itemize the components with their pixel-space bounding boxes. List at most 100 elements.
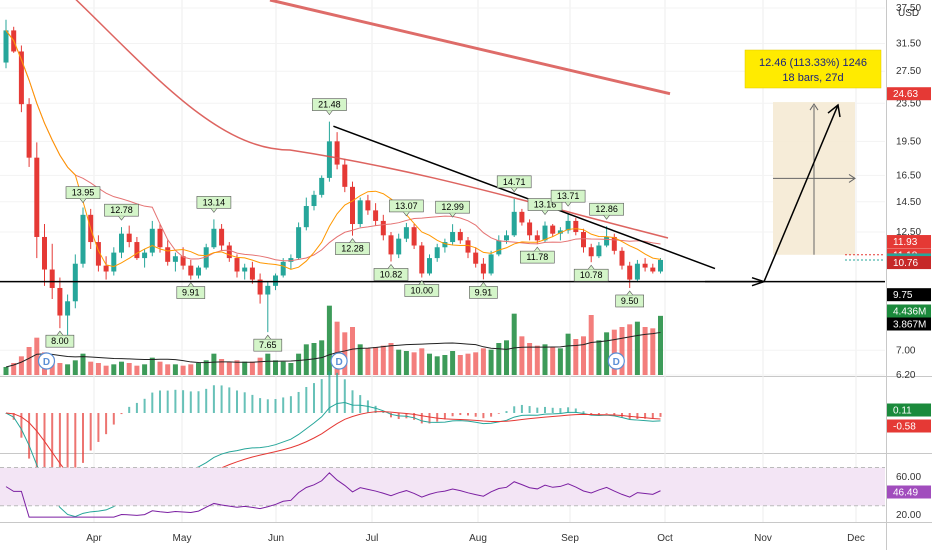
candle-body [611, 236, 617, 251]
candle-body [357, 200, 363, 225]
low-label-pointer [264, 334, 272, 340]
resistance-trendline [333, 125, 716, 270]
candle-body [57, 287, 63, 316]
macd-histogram-bar [182, 390, 185, 413]
volume-bar [380, 345, 386, 375]
axes: Apr May Jun Jul Aug Sep Oct Nov Dec 37.50 31.50 27.… [86, 3, 931, 544]
low-label-pointer [349, 238, 356, 243]
macd-histogram-bar [35, 413, 38, 481]
candle-body [288, 258, 294, 262]
candle-body [111, 252, 117, 272]
high-label-pointer [118, 216, 125, 221]
value-label-box [887, 419, 931, 433]
candle-body [365, 200, 371, 211]
candle-body [65, 301, 71, 316]
candle-body [488, 254, 494, 274]
time-tick-label: Sep [561, 533, 579, 544]
macd-histogram-bar [58, 413, 61, 502]
volume-bar [534, 345, 540, 375]
low-label-text: 12.28 [341, 244, 364, 254]
candle-body [588, 247, 594, 257]
candle-body [519, 211, 525, 223]
volume-bar [396, 349, 402, 375]
dividend-marker-label: D [335, 357, 342, 368]
value-label-box [887, 288, 931, 302]
volume-bar [142, 364, 148, 375]
volume-bar [72, 360, 78, 375]
volume-bar [388, 343, 394, 375]
candle-body [373, 210, 379, 221]
low-label-text: 8.00 [51, 336, 69, 346]
candle-body [165, 247, 171, 262]
volume-bar [427, 353, 432, 375]
macd-histogram-bar [135, 402, 138, 413]
macd-histogram-bar [605, 413, 608, 414]
volume-bar [280, 361, 286, 375]
macd-histogram-bar [128, 406, 131, 413]
macd-histogram-bar [374, 405, 377, 413]
candle-body [211, 228, 217, 248]
volume-bar [634, 321, 640, 375]
candle-body [219, 228, 225, 246]
high-label-text: 13.71 [557, 191, 580, 201]
candle-body [450, 232, 456, 243]
low-label-text: 10.78 [580, 270, 603, 280]
volume-bar [149, 357, 155, 375]
macd-histogram-bar [205, 388, 208, 413]
macd-histogram-bar [82, 413, 84, 463]
volume-bar [288, 363, 294, 375]
ma-20-line [5, 30, 661, 262]
candle-body [311, 194, 317, 207]
high-label-pointer [210, 208, 218, 213]
volume-bar [496, 343, 502, 375]
candles[interactable] [3, 19, 664, 337]
volume-ma-line [5, 331, 661, 368]
candle-body [596, 245, 602, 257]
low-label-pointer [480, 281, 487, 287]
volume-bar [88, 361, 94, 375]
volume-bar [234, 360, 240, 375]
volume-bar [334, 321, 340, 375]
value-label-text: 10.76 [893, 258, 918, 269]
high-label-text: 12.99 [441, 202, 464, 212]
ma-10-line [5, 30, 661, 270]
value-label-text: 3.867M [893, 320, 926, 331]
candle-body [49, 269, 55, 288]
macd-histogram-bar [359, 395, 362, 413]
candle-body [496, 240, 502, 255]
volume-bar [511, 313, 517, 375]
volume-bar [111, 364, 117, 375]
candle-body [26, 104, 32, 158]
time-tick-label: Jul [366, 533, 379, 544]
candle-body [658, 259, 663, 272]
macd-histogram-bar [582, 411, 585, 413]
trend-drawings[interactable] [0, 103, 885, 287]
macd-histogram-bar [659, 413, 662, 417]
volume-bar [203, 360, 209, 375]
macd-pane [5, 371, 662, 518]
candle-body [534, 235, 540, 241]
macd-histogram-bar [274, 399, 277, 413]
candle-body [442, 242, 448, 248]
candle-body [257, 279, 263, 295]
volume-bar [326, 305, 332, 375]
candle-body [157, 228, 163, 248]
ma-200-line [269, 0, 671, 96]
macd-histogram-bar [405, 413, 408, 419]
candle-body [3, 30, 9, 63]
candle-body [103, 265, 109, 272]
macd-histogram-bar [636, 413, 639, 419]
macd-histogram-bar [66, 413, 69, 495]
volume-bar [257, 357, 263, 375]
time-tick-label: May [173, 533, 192, 544]
macd-histogram-bar [451, 413, 454, 417]
macd-histogram-bar [436, 413, 439, 422]
volume-bar [357, 344, 363, 375]
macd-histogram-bar [174, 389, 177, 413]
macd-histogram-bar [467, 413, 469, 416]
candle-body [465, 240, 471, 253]
macd-histogram-bar [328, 371, 331, 413]
value-label-box [887, 235, 931, 249]
candle-body [380, 220, 386, 236]
